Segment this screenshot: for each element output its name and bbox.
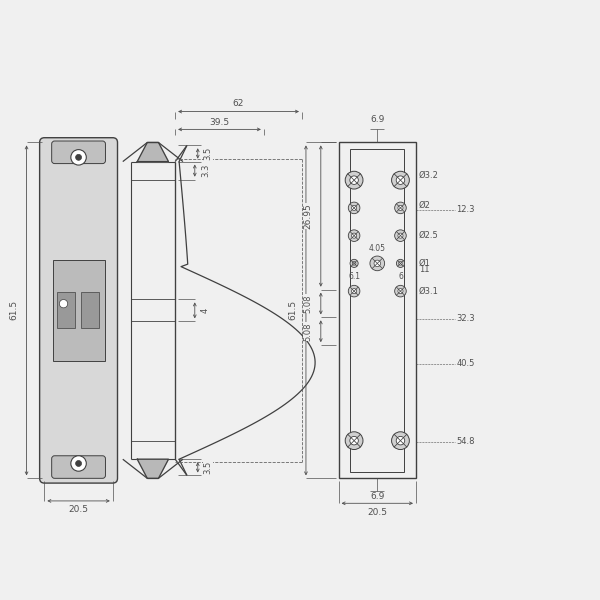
Text: 61.5: 61.5 [9,301,18,320]
Text: 11: 11 [419,265,430,274]
Circle shape [71,149,86,165]
Bar [338,142,416,478]
Text: 4: 4 [201,308,210,313]
Circle shape [348,286,360,297]
Circle shape [350,436,358,445]
Text: 6.9: 6.9 [370,115,385,124]
Circle shape [348,230,360,241]
FancyBboxPatch shape [40,138,118,483]
Text: 62: 62 [233,100,244,109]
Text: 12.3: 12.3 [457,205,475,214]
Circle shape [397,259,404,268]
Bar [350,149,404,472]
Circle shape [352,233,356,238]
Circle shape [395,230,406,241]
Circle shape [398,262,402,265]
Circle shape [71,456,86,471]
Bar [57,292,75,328]
Text: Ø2: Ø2 [419,200,431,209]
Text: 40.5: 40.5 [457,359,475,368]
FancyBboxPatch shape [52,456,106,478]
Circle shape [398,289,403,293]
Circle shape [396,436,405,445]
Circle shape [374,260,380,266]
Circle shape [350,176,358,184]
Circle shape [352,205,356,211]
Circle shape [345,432,363,449]
Circle shape [396,176,405,184]
Circle shape [392,171,409,189]
FancyBboxPatch shape [52,141,106,164]
Circle shape [398,205,403,211]
Circle shape [395,286,406,297]
Polygon shape [137,142,169,161]
Circle shape [59,299,68,308]
Polygon shape [137,459,169,478]
Text: 26.95: 26.95 [303,203,312,229]
Bar [53,260,104,361]
Text: 20.5: 20.5 [68,505,89,514]
Text: 61.5: 61.5 [289,301,298,320]
Text: Ø1: Ø1 [419,259,431,268]
Bar [81,292,100,328]
Text: Ø2.5: Ø2.5 [419,231,439,240]
Circle shape [345,171,363,189]
Text: 4.05: 4.05 [369,244,386,253]
Text: 3.5: 3.5 [203,147,212,160]
Circle shape [370,256,385,271]
Circle shape [350,259,358,268]
Text: 39.5: 39.5 [209,118,230,127]
Text: Ø3.1: Ø3.1 [419,287,439,296]
Circle shape [398,233,403,238]
Text: 6: 6 [398,272,403,281]
Text: 5.08: 5.08 [303,294,312,313]
Circle shape [395,202,406,214]
Text: 3.3: 3.3 [201,164,210,177]
Circle shape [352,289,356,293]
Circle shape [348,202,360,214]
Text: 6.1: 6.1 [348,272,360,281]
Text: 32.3: 32.3 [457,314,475,323]
Circle shape [76,461,82,466]
Text: 3.5: 3.5 [203,461,212,474]
Text: Ø3.2: Ø3.2 [419,171,439,180]
Circle shape [392,432,409,449]
Text: 6.9: 6.9 [370,492,385,501]
Text: 20.5: 20.5 [367,508,387,517]
Text: 5.08: 5.08 [303,322,312,341]
Text: 54.8: 54.8 [457,437,475,446]
Circle shape [352,262,356,265]
Circle shape [76,154,82,160]
